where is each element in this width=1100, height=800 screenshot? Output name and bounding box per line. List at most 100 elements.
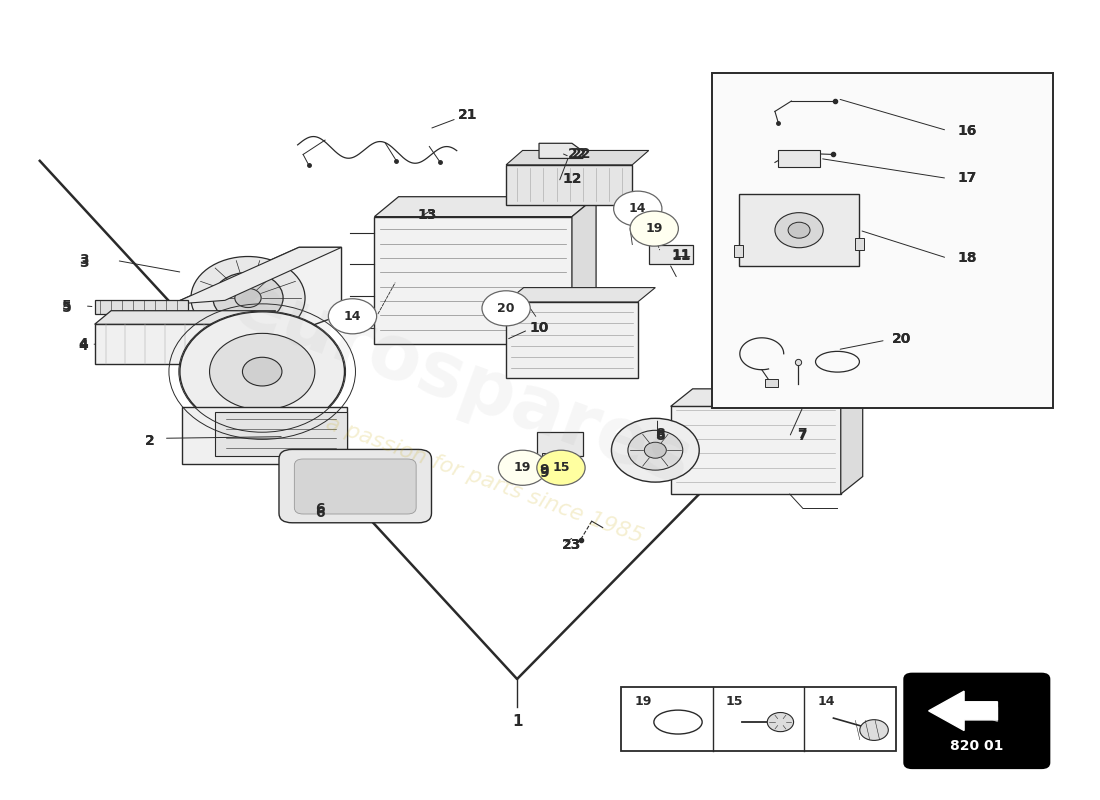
Ellipse shape	[180, 312, 344, 431]
Bar	[713, 73, 1053, 408]
Polygon shape	[506, 287, 656, 302]
Text: 17: 17	[957, 171, 977, 186]
Circle shape	[482, 290, 530, 326]
Text: 10: 10	[529, 322, 549, 335]
Text: 820 01: 820 01	[950, 739, 1003, 753]
Bar	[766, 379, 778, 387]
Text: 19: 19	[646, 222, 663, 235]
Polygon shape	[572, 197, 596, 344]
FancyBboxPatch shape	[903, 673, 1050, 769]
Text: 20: 20	[891, 332, 911, 346]
Bar	[855, 238, 864, 250]
Text: 12: 12	[562, 172, 582, 186]
Polygon shape	[840, 389, 862, 494]
Polygon shape	[172, 247, 341, 362]
Text: 21: 21	[458, 108, 477, 122]
Text: 5: 5	[63, 301, 73, 314]
Text: 12: 12	[562, 172, 582, 186]
Text: 4: 4	[79, 337, 89, 351]
Circle shape	[213, 273, 283, 323]
Bar	[95, 299, 188, 314]
Polygon shape	[671, 389, 862, 406]
Text: 16: 16	[957, 123, 977, 138]
Text: 2: 2	[144, 434, 154, 449]
Circle shape	[191, 257, 305, 339]
Circle shape	[645, 442, 667, 458]
Text: 22: 22	[572, 147, 592, 162]
Ellipse shape	[242, 358, 282, 386]
Text: 20: 20	[497, 302, 515, 315]
Text: 5: 5	[63, 299, 73, 313]
Text: a passion for parts since 1985: a passion for parts since 1985	[322, 413, 646, 546]
Text: 8: 8	[654, 427, 664, 442]
Text: 1: 1	[512, 714, 522, 729]
Polygon shape	[983, 703, 998, 722]
Circle shape	[774, 213, 823, 248]
Circle shape	[628, 430, 683, 470]
Polygon shape	[183, 407, 348, 464]
Text: 19: 19	[635, 694, 652, 707]
Bar	[739, 194, 859, 266]
Text: 19: 19	[514, 462, 531, 474]
Text: 15: 15	[726, 694, 744, 707]
Text: 16: 16	[957, 123, 977, 138]
Text: 15: 15	[552, 462, 570, 474]
Text: 11: 11	[672, 250, 692, 263]
Bar	[506, 302, 638, 378]
Circle shape	[860, 720, 889, 741]
Text: 13: 13	[417, 208, 437, 222]
Polygon shape	[95, 310, 276, 324]
Text: 22: 22	[568, 147, 587, 162]
Circle shape	[614, 191, 662, 226]
Text: 3: 3	[79, 254, 88, 267]
Text: 17: 17	[957, 171, 977, 186]
Text: 20: 20	[891, 332, 911, 346]
Bar	[778, 150, 820, 167]
Bar	[542, 454, 575, 460]
Circle shape	[234, 288, 261, 307]
Text: 18: 18	[957, 251, 977, 265]
Polygon shape	[374, 197, 596, 217]
Text: 9: 9	[540, 463, 549, 477]
Text: 9: 9	[540, 466, 549, 480]
Text: 7: 7	[798, 429, 807, 443]
Bar	[621, 687, 895, 750]
Bar	[735, 245, 744, 257]
Text: 23: 23	[562, 538, 582, 552]
Text: 8: 8	[654, 429, 664, 443]
Text: 23: 23	[562, 538, 582, 552]
Text: 6: 6	[315, 502, 324, 516]
Text: 4: 4	[79, 338, 89, 353]
Text: 14: 14	[817, 694, 835, 707]
Polygon shape	[506, 150, 649, 165]
Text: 10: 10	[529, 322, 549, 335]
Ellipse shape	[209, 334, 315, 410]
Bar	[537, 432, 583, 456]
Circle shape	[498, 450, 547, 486]
Circle shape	[788, 222, 810, 238]
Bar	[506, 165, 632, 205]
Text: 18: 18	[957, 251, 977, 265]
Text: 11: 11	[672, 248, 692, 262]
Text: 3: 3	[79, 256, 88, 270]
Polygon shape	[928, 691, 998, 730]
Bar	[374, 217, 572, 344]
Bar	[671, 406, 840, 494]
FancyBboxPatch shape	[295, 459, 416, 514]
Text: 14: 14	[629, 202, 647, 215]
Text: 13: 13	[417, 208, 437, 222]
Polygon shape	[95, 324, 260, 364]
Circle shape	[329, 298, 376, 334]
Bar	[649, 245, 693, 265]
Circle shape	[768, 713, 793, 732]
Text: 7: 7	[798, 427, 807, 442]
Circle shape	[537, 450, 585, 486]
Polygon shape	[172, 247, 341, 304]
Circle shape	[612, 418, 700, 482]
Text: 2: 2	[144, 434, 154, 449]
FancyBboxPatch shape	[279, 450, 431, 522]
Text: 14: 14	[343, 310, 361, 322]
Bar	[216, 412, 346, 456]
Polygon shape	[539, 143, 583, 158]
Circle shape	[630, 211, 679, 246]
